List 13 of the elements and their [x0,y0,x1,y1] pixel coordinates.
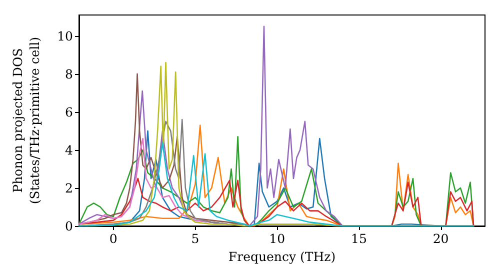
x-tick-label: 5 [191,231,200,246]
y-tick-label: 10 [57,28,74,44]
x-tick-label: 0 [109,231,118,246]
x-axis-title: Frequency (THz) [228,249,336,264]
y-tick-label: 6 [65,104,74,120]
y-tick-label: 4 [65,142,74,158]
y-tick-label: 2 [65,180,73,196]
x-tick-label: 15 [350,231,367,246]
x-tick-label: 20 [432,231,449,246]
y-tick-label: 8 [65,66,74,82]
y-tick-label: 0 [65,218,74,234]
y-axis-title: Phonon projected DOS (States/THz·primitive cell) [10,36,42,204]
x-tick-label: 10 [269,231,286,246]
